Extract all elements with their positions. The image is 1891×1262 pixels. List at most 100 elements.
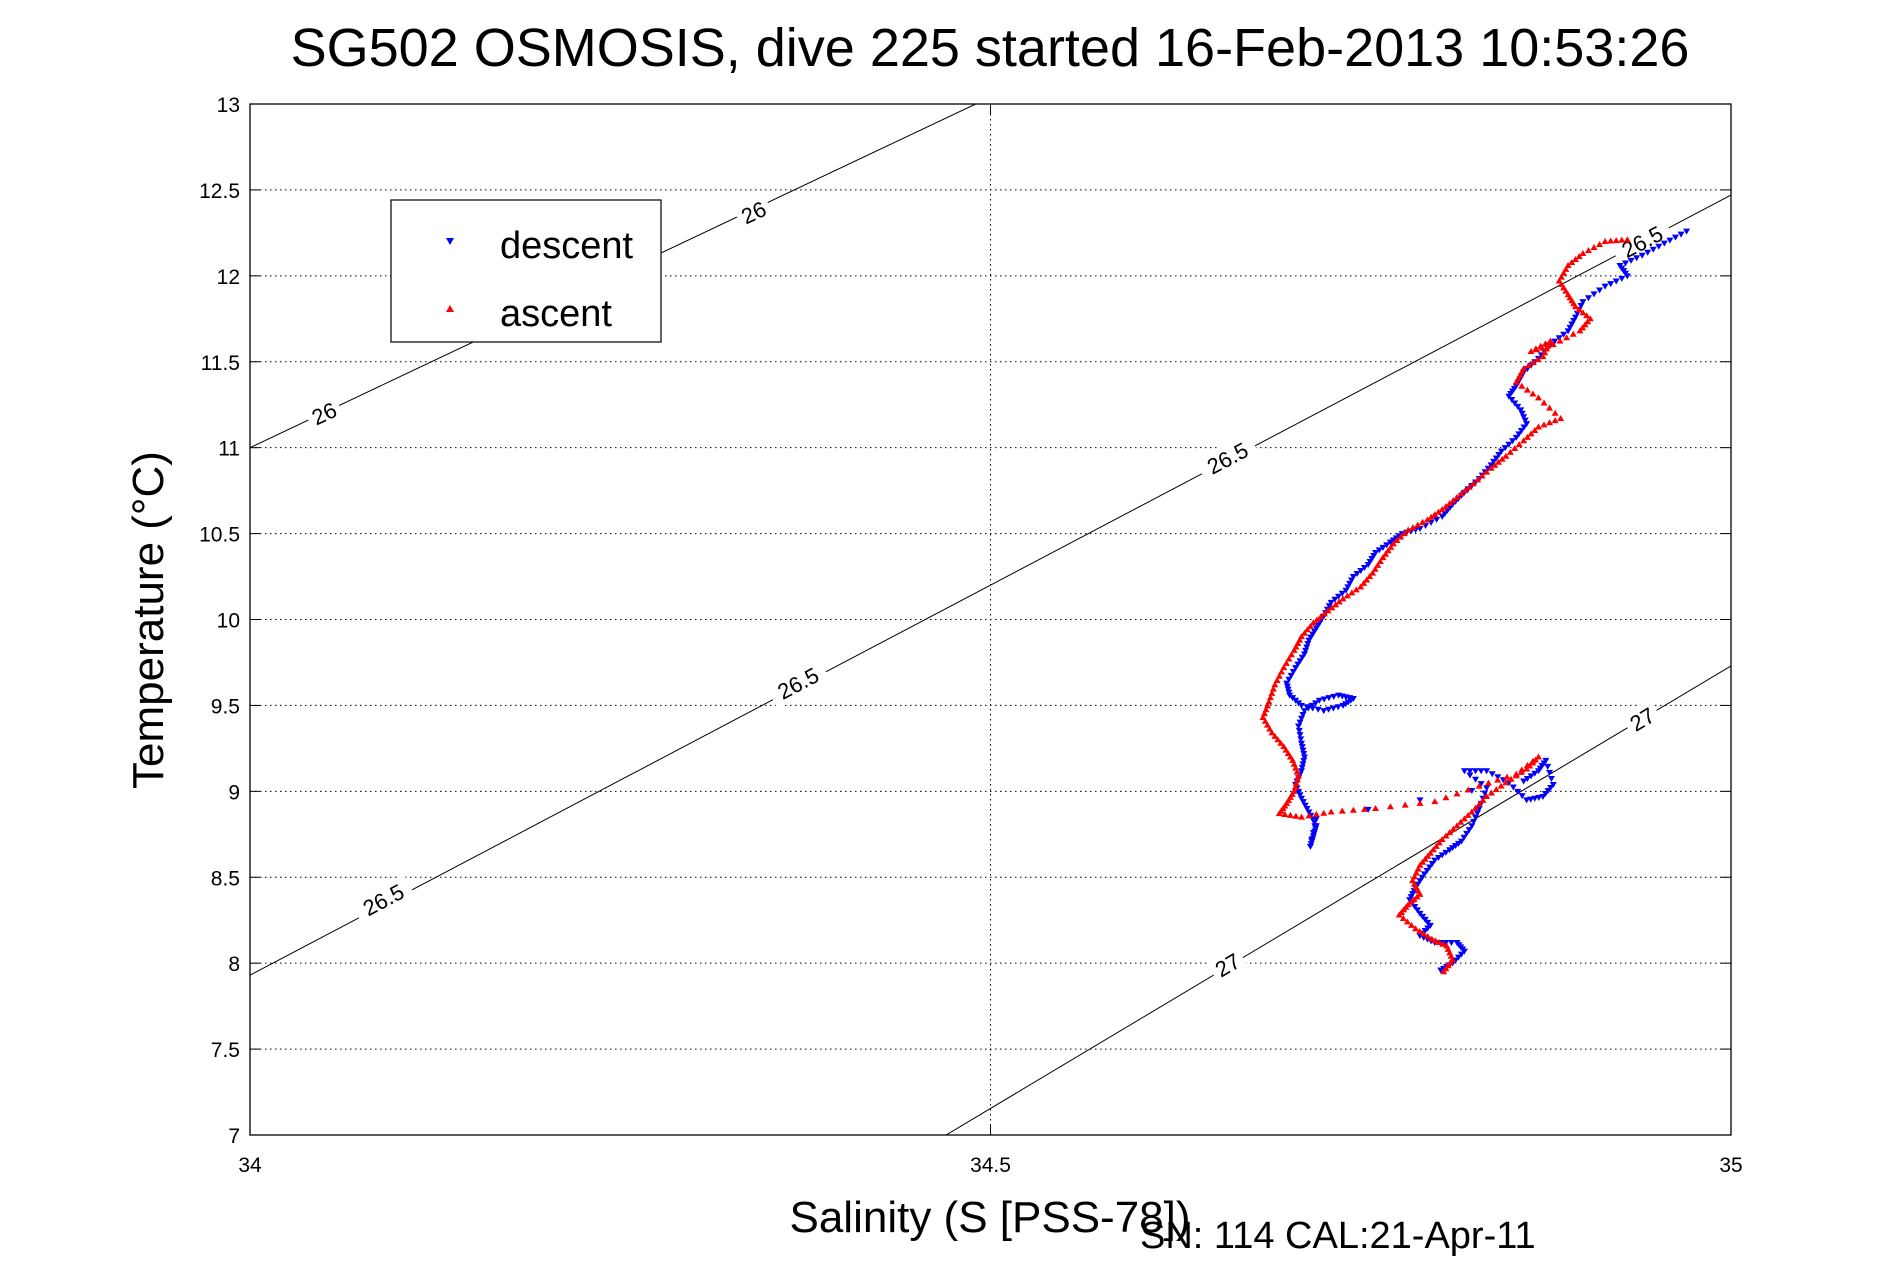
ascent-point	[1556, 337, 1564, 344]
ascent-point	[1523, 433, 1531, 440]
ascent-point	[1432, 937, 1440, 944]
ascent-point	[1393, 536, 1401, 543]
ascent-point	[1560, 269, 1568, 276]
ascent-point	[1275, 672, 1283, 679]
descent-point	[1454, 954, 1462, 961]
descent-point	[1560, 331, 1568, 338]
isopycnal-label-bg	[765, 657, 831, 709]
ascent-point	[1339, 595, 1347, 602]
descent-point	[1508, 397, 1516, 404]
ascent-point	[1579, 249, 1587, 256]
descent-point	[1520, 414, 1528, 421]
ascent-point	[1288, 651, 1296, 658]
ascent-point	[1291, 783, 1299, 790]
descent-point	[1660, 240, 1668, 247]
descent-point	[1460, 948, 1468, 955]
descent-point	[1447, 940, 1455, 947]
ascent-point	[1523, 765, 1531, 772]
ascent-point	[1328, 604, 1336, 611]
descent-point	[1342, 587, 1350, 594]
ascent-point	[1407, 921, 1415, 928]
descent-point	[1297, 736, 1305, 743]
ascent-point	[1596, 240, 1604, 247]
descent-point	[1618, 275, 1626, 282]
descent-point	[1490, 458, 1498, 465]
descent-point	[1596, 287, 1604, 294]
ascent-point	[1387, 543, 1395, 550]
ascent-point	[1352, 586, 1360, 593]
ascent-point	[1320, 610, 1328, 617]
ascent-point	[1515, 441, 1523, 448]
ascent-point	[1507, 775, 1515, 782]
descent-point	[1298, 702, 1306, 709]
ascent-point	[1268, 689, 1276, 696]
ascent-point	[1371, 565, 1379, 572]
ascent-point	[1540, 421, 1548, 428]
ascent-point	[1584, 246, 1592, 253]
ascent-point	[1389, 540, 1397, 547]
descent-point	[1542, 790, 1550, 797]
descent-point	[1368, 555, 1376, 562]
isopycnal-label-bg	[1194, 432, 1261, 484]
ascent-point	[1428, 935, 1436, 942]
descent-point	[1304, 705, 1312, 712]
ascent-point	[1278, 668, 1286, 675]
y-tick-label: 7.5	[211, 1039, 240, 1062]
ascent-point	[1327, 808, 1335, 815]
ascent-point	[1468, 808, 1476, 815]
ascent-point	[1290, 646, 1298, 653]
ascent-point	[1431, 511, 1439, 518]
descent-point	[1488, 771, 1496, 778]
ascent-point	[1268, 729, 1276, 736]
ascent-point	[1432, 842, 1440, 849]
descent-point	[1413, 907, 1421, 914]
descent-point	[1379, 544, 1387, 551]
descent-point	[1386, 539, 1394, 546]
descent-point	[1308, 836, 1316, 843]
descent-point	[1383, 542, 1391, 549]
ascent-point	[1464, 811, 1472, 818]
descent-point	[1360, 565, 1368, 572]
ascent-point	[1483, 468, 1491, 475]
descent-point	[1438, 852, 1446, 859]
descent-point	[1411, 903, 1419, 910]
ascent-point	[1360, 579, 1368, 586]
ascent-point	[1275, 810, 1283, 817]
ascent-point	[1534, 394, 1542, 401]
ascent-point	[1414, 521, 1422, 528]
descent-point	[1466, 772, 1474, 779]
descent-point	[1407, 894, 1415, 901]
ascent-point	[1435, 508, 1443, 515]
ascent-point	[1551, 417, 1559, 424]
descent-point	[1327, 599, 1335, 606]
ascent-point	[1269, 685, 1277, 692]
descent-point	[1441, 510, 1449, 517]
y-tick-label: 12	[217, 266, 240, 289]
ascent-point	[1529, 359, 1537, 366]
ascent-point	[1524, 362, 1532, 369]
descent-point	[1666, 237, 1674, 244]
ascent-point	[1557, 273, 1565, 280]
ascent-point	[1423, 516, 1431, 523]
ascent-point	[1532, 756, 1540, 763]
ascent-point	[1416, 890, 1424, 897]
ascent-point	[1438, 835, 1446, 842]
ascent-point	[1583, 312, 1591, 319]
descent-point	[1523, 775, 1531, 782]
ascent-point	[1266, 725, 1274, 732]
isopycnal-line	[945, 665, 1731, 1135]
descent-point	[1531, 770, 1539, 777]
descent-point	[1299, 761, 1307, 768]
descent-point	[1301, 802, 1309, 809]
descent-point	[1426, 864, 1434, 871]
ascent-point	[1273, 677, 1281, 684]
ascent-point	[1412, 925, 1420, 932]
descent-point	[1512, 434, 1520, 441]
descent-point	[1481, 790, 1489, 797]
descent-point	[1298, 744, 1306, 751]
descent-point	[1433, 516, 1441, 523]
ascent-point	[1527, 347, 1535, 354]
ascent-point	[1503, 773, 1511, 780]
